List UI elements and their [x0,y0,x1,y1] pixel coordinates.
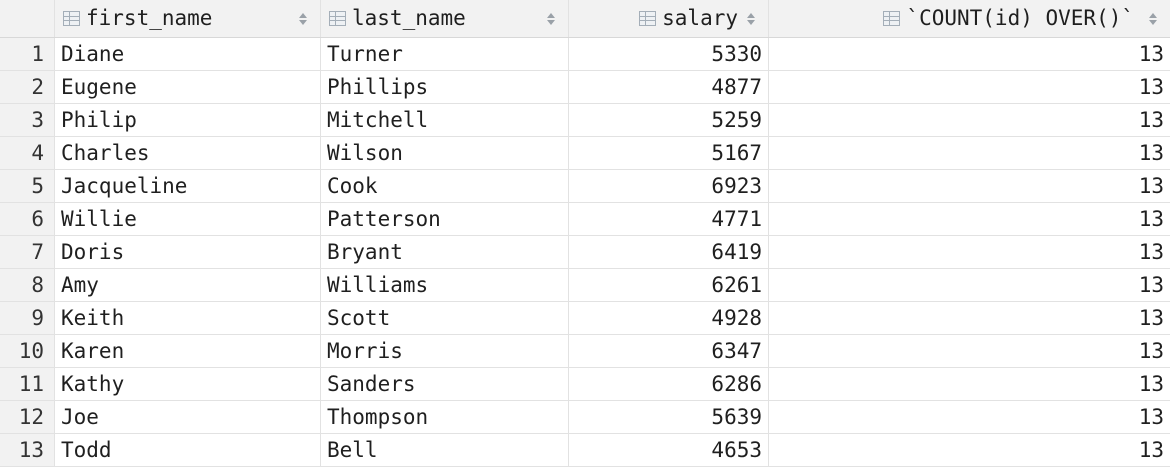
table-row[interactable]: 4 Charles Wilson 5167 13 [0,137,1170,170]
sort-icon[interactable] [746,12,756,25]
sort-icon[interactable] [1148,12,1158,25]
cell-first-name[interactable]: Karen [55,335,321,367]
cell-salary[interactable]: 5167 [569,137,769,169]
row-number[interactable]: 4 [0,137,55,169]
row-number[interactable]: 11 [0,368,55,400]
cell-last-name[interactable]: Turner [321,38,569,70]
table-row[interactable]: 2 Eugene Phillips 4877 13 [0,71,1170,104]
cell-last-name[interactable]: Scott [321,302,569,334]
cell-count[interactable]: 13 [1138,437,1164,462]
cell-first-name[interactable]: Charles [55,137,321,169]
column-header-label: salary [662,6,738,30]
cell-first-name[interactable]: Keith [55,302,321,334]
cell-last-name[interactable]: Patterson [321,203,569,235]
sort-icon[interactable] [546,12,556,25]
row-number[interactable]: 12 [0,401,55,433]
cell-last-name[interactable]: Sanders [321,368,569,400]
row-number[interactable]: 6 [0,203,55,235]
cell-first-name[interactable]: Eugene [55,71,321,103]
cell-count[interactable]: 13 [1138,107,1164,132]
cell-last-name[interactable]: Bryant [321,236,569,268]
grid-body: 1 Diane Turner 5330 13 2 Eugene Phillips 4877 13 3… [0,38,1170,467]
cell-count[interactable]: 13 [1138,338,1164,363]
cell-count[interactable]: 13 [1138,272,1164,297]
row-number[interactable]: 3 [0,104,55,136]
cell-last-name[interactable]: Bell [321,434,569,466]
cell-last-name[interactable]: Mitchell [321,104,569,136]
table-row[interactable]: 5 Jacqueline Cook 6923 13 [0,170,1170,203]
table-row[interactable]: 1 Diane Turner 5330 13 [0,38,1170,71]
cell-last-name[interactable]: Cook [321,170,569,202]
cell-first-name[interactable]: Kathy [55,368,321,400]
sort-icon[interactable] [298,12,308,25]
cell-salary[interactable]: 4928 [569,302,769,334]
row-number-header[interactable] [0,0,55,37]
cell-first-name[interactable]: Joe [55,401,321,433]
column-header-label: first_name [86,6,213,30]
cell-salary[interactable]: 4877 [569,71,769,103]
cell-count[interactable]: 13 [1138,371,1164,396]
column-header-label: last_name [352,6,466,30]
table-row[interactable]: 8 Amy Williams 6261 13 [0,269,1170,302]
cell-salary[interactable]: 4653 [569,434,769,466]
table-row[interactable]: 11 Kathy Sanders 6286 13 [0,368,1170,401]
cell-last-name[interactable]: Williams [321,269,569,301]
cell-last-name[interactable]: Phillips [321,71,569,103]
column-header-first-name[interactable]: first_name [55,0,321,37]
cell-first-name[interactable]: Willie [55,203,321,235]
table-row[interactable]: 7 Doris Bryant 6419 13 [0,236,1170,269]
cell-first-name[interactable]: Doris [55,236,321,268]
column-header-count[interactable]: `COUNT(id) OVER()` [769,0,1170,37]
cell-count[interactable]: 13 [1138,239,1164,264]
cell-first-name[interactable]: Amy [55,269,321,301]
column-icon [639,11,657,26]
cell-first-name[interactable]: Philip [55,104,321,136]
row-number[interactable]: 9 [0,302,55,334]
cell-count[interactable]: 13 [1138,404,1164,429]
table-row[interactable]: 10 Karen Morris 6347 13 [0,335,1170,368]
cell-count[interactable]: 13 [1138,140,1164,165]
cell-count[interactable]: 13 [1138,305,1164,330]
column-header-last-name[interactable]: last_name [321,0,569,37]
table-row[interactable]: 9 Keith Scott 4928 13 [0,302,1170,335]
cell-first-name[interactable]: Jacqueline [55,170,321,202]
table-row[interactable]: 6 Willie Patterson 4771 13 [0,203,1170,236]
row-number[interactable]: 7 [0,236,55,268]
table-row[interactable]: 3 Philip Mitchell 5259 13 [0,104,1170,137]
row-number[interactable]: 10 [0,335,55,367]
cell-salary[interactable]: 6286 [569,368,769,400]
cell-first-name[interactable]: Diane [55,38,321,70]
column-header-label: `COUNT(id) OVER()` [906,6,1134,30]
row-number[interactable]: 5 [0,170,55,202]
cell-salary[interactable]: 5259 [569,104,769,136]
row-number[interactable]: 1 [0,38,55,70]
table-row[interactable]: 13 Todd Bell 4653 13 [0,434,1170,467]
cell-salary[interactable]: 6923 [569,170,769,202]
cell-salary[interactable]: 6261 [569,269,769,301]
cell-salary[interactable]: 5639 [569,401,769,433]
row-number[interactable]: 8 [0,269,55,301]
row-number[interactable]: 2 [0,71,55,103]
cell-salary[interactable]: 6347 [569,335,769,367]
column-icon [883,11,901,26]
cell-last-name[interactable]: Morris [321,335,569,367]
cell-last-name[interactable]: Wilson [321,137,569,169]
row-number[interactable]: 13 [0,434,55,466]
cell-first-name[interactable]: Todd [55,434,321,466]
table-row[interactable]: 12 Joe Thompson 5639 13 [0,401,1170,434]
cell-count[interactable]: 13 [1138,74,1164,99]
grid-header: first_name last_name salary `COUNT(id) O… [0,0,1170,38]
cell-salary[interactable]: 4771 [569,203,769,235]
cell-count[interactable]: 13 [1138,206,1164,231]
column-icon [329,11,346,26]
cell-salary[interactable]: 5330 [569,38,769,70]
cell-count[interactable]: 13 [1138,41,1164,66]
cell-salary[interactable]: 6419 [569,236,769,268]
cell-last-name[interactable]: Thompson [321,401,569,433]
column-icon [63,11,80,26]
column-header-salary[interactable]: salary [569,0,769,37]
cell-count[interactable]: 13 [1138,173,1164,198]
